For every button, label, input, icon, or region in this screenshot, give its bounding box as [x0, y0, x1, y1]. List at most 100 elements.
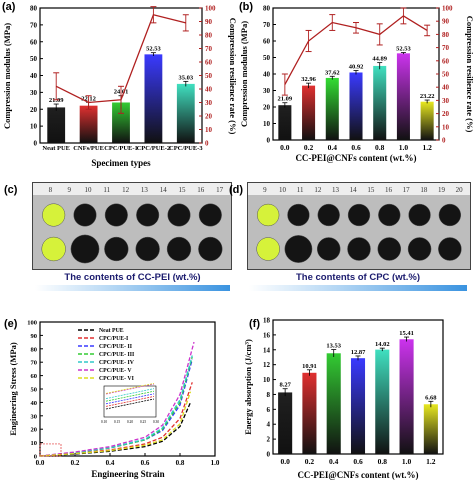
y-tick-label: 8 — [267, 391, 271, 399]
black-disc — [198, 203, 222, 227]
bar-value-label: 21.09 — [278, 96, 293, 103]
y2-tick-label: 60 — [442, 57, 450, 65]
chart-e: 0.0 0.2 0.4 0.6 0.8 1.0 0 10 20 30 40 50 60 70 80 90 100… — [8, 320, 220, 480]
y-tick-label: 0 — [267, 451, 271, 459]
bar-value-label: 52.53 — [396, 46, 411, 53]
x-tick-label: 0.4 — [329, 457, 339, 466]
bar-value-label: 15.41 — [399, 330, 414, 337]
legend-label: Neat PUE — [99, 328, 124, 334]
x-tick-label: 1.2 — [422, 143, 432, 152]
y2-tick-label: 70 — [442, 44, 450, 52]
bar-value-label: 32.96 — [301, 76, 316, 83]
y2-tick-label: 20 — [205, 113, 213, 121]
panel-e-label: (e) — [4, 318, 18, 330]
panel-a-label: (a) — [2, 1, 16, 13]
x-tick-label: 1.0 — [399, 143, 409, 152]
y-tick-label: 50 — [31, 387, 38, 394]
ruler-number: 14 — [160, 186, 168, 194]
y2-tick-label: 50 — [442, 71, 450, 79]
panel-c: (c) 8 9 10 11 12 13 14 15 16 17 The contents of C… — [0, 182, 237, 300]
y-tick-label: 30 — [30, 89, 38, 97]
x-tick-label: 0.4 — [106, 459, 115, 467]
y-tick-label: 70 — [30, 21, 38, 29]
bar-value-label: 23.22 — [420, 93, 435, 100]
bar-value-label: 10.91 — [302, 363, 317, 370]
chart-b: 0 10 20 30 40 50 60 70 80 0 10 20 30 40 50 60 70 80 90 100 2… — [239, 5, 474, 164]
x-axis-title: Engineering Strain — [91, 469, 164, 479]
black-disc — [408, 203, 431, 227]
black-disc — [407, 237, 432, 261]
ruler-number: 8 — [49, 186, 53, 194]
y-tick-label: 20 — [30, 106, 38, 114]
bar — [396, 53, 410, 140]
y-tick-label: 60 — [31, 373, 38, 380]
x-tick-label: 0.6 — [351, 143, 361, 152]
y2-tick-label: 80 — [205, 32, 213, 40]
chart-a: 0 10 20 30 40 50 60 70 80 0 10 20 30 40 50 60 70 80 90 100 2… — [2, 5, 237, 169]
bar — [302, 372, 317, 454]
y2-tick-label: 100 — [205, 5, 216, 13]
y-tick-label: 40 — [31, 400, 38, 407]
ruler-number: 12 — [122, 186, 130, 194]
x-tick-label: 0.0 — [36, 459, 45, 467]
ruler-number: 15 — [367, 186, 375, 194]
stress-curve — [39, 356, 193, 457]
y2-tick-label: 60 — [205, 59, 213, 67]
ruler-number: 18 — [420, 186, 428, 194]
ruler-number: 12 — [314, 186, 322, 194]
x-tick-label: CPC/PUE-1 — [104, 145, 138, 152]
y-axis-title: Engineering Stress (MPa) — [8, 342, 18, 436]
y-tick-label: 12 — [263, 361, 271, 369]
arrow-d — [249, 285, 467, 291]
y-tick-label: 80 — [31, 346, 38, 353]
bar — [112, 102, 130, 143]
x-tick-label: 0.6 — [141, 459, 150, 467]
legend-label: CPC/PUE-I — [99, 336, 129, 342]
panel-d: (d) 9 10 11 12 13 14 15 16 17 18 19 20 The contents… — [229, 182, 474, 300]
zoom-box — [39, 443, 62, 457]
y-tick-label: 60 — [263, 38, 271, 46]
bar — [325, 77, 339, 140]
black-disc — [104, 203, 128, 227]
black-disc — [377, 237, 402, 261]
inset-tick-label: 0.15 — [114, 420, 120, 424]
y2-tick-label: 10 — [205, 126, 213, 134]
ruler-number: 10 — [85, 186, 93, 194]
x-tick-label: 0.8 — [176, 459, 185, 467]
y-tick-label: 4 — [267, 421, 271, 429]
y-tick-label: 14 — [263, 346, 271, 354]
inset-curve — [105, 390, 155, 402]
y-tick-label: 30 — [263, 87, 271, 95]
black-disc — [287, 203, 310, 227]
y-axis-title: Energy absorption (J/cm³) — [243, 339, 253, 435]
y-tick-label: 0 — [34, 454, 37, 461]
x-tick-label: 1.0 — [402, 457, 412, 466]
arrow-c — [35, 285, 230, 291]
inset-curve — [105, 393, 155, 405]
bar-value-label: 14.02 — [375, 341, 390, 348]
y-tick-label: 20 — [263, 104, 271, 112]
x-tick-label: Neat PUE — [42, 145, 70, 152]
panel-e: (e) 0.0 0.2 0.4 0.6 0.8 1.0 0 10 20 30 40 50 60 70 80 9… — [0, 306, 237, 487]
inset-curve — [105, 383, 155, 394]
black-disc — [284, 235, 313, 263]
black-disc — [166, 236, 192, 262]
black-disc — [347, 203, 371, 227]
sample-photo-c: 8 9 10 11 12 13 14 15 16 17 — [32, 182, 232, 270]
bar-value-label: 37.62 — [325, 69, 340, 76]
y-tick-label: 100 — [27, 320, 37, 327]
y2-tick-label: 50 — [205, 72, 213, 80]
x-tick-label: 0.2 — [304, 143, 314, 152]
ruler-number: 16 — [385, 186, 393, 194]
yellow-disc — [41, 236, 66, 262]
ruler-number: 9 — [263, 186, 267, 194]
y2-tick-label: 70 — [205, 45, 213, 53]
x-tick-label: 0.8 — [375, 143, 385, 152]
sample-photo-d: 9 10 11 12 13 14 15 16 17 18 19 20 — [247, 182, 471, 270]
y-tick-label: 2 — [267, 436, 271, 444]
panel-b-label: (b) — [239, 1, 254, 13]
panel-f: (f) 0 2 4 6 8 10 12 14 16 18 8.27 0.0 10.91 0.2 13.53 0… — [237, 306, 474, 487]
y-tick-label: 80 — [30, 5, 38, 13]
x-tick-label: 0.4 — [328, 143, 338, 152]
black-disc — [438, 237, 462, 261]
